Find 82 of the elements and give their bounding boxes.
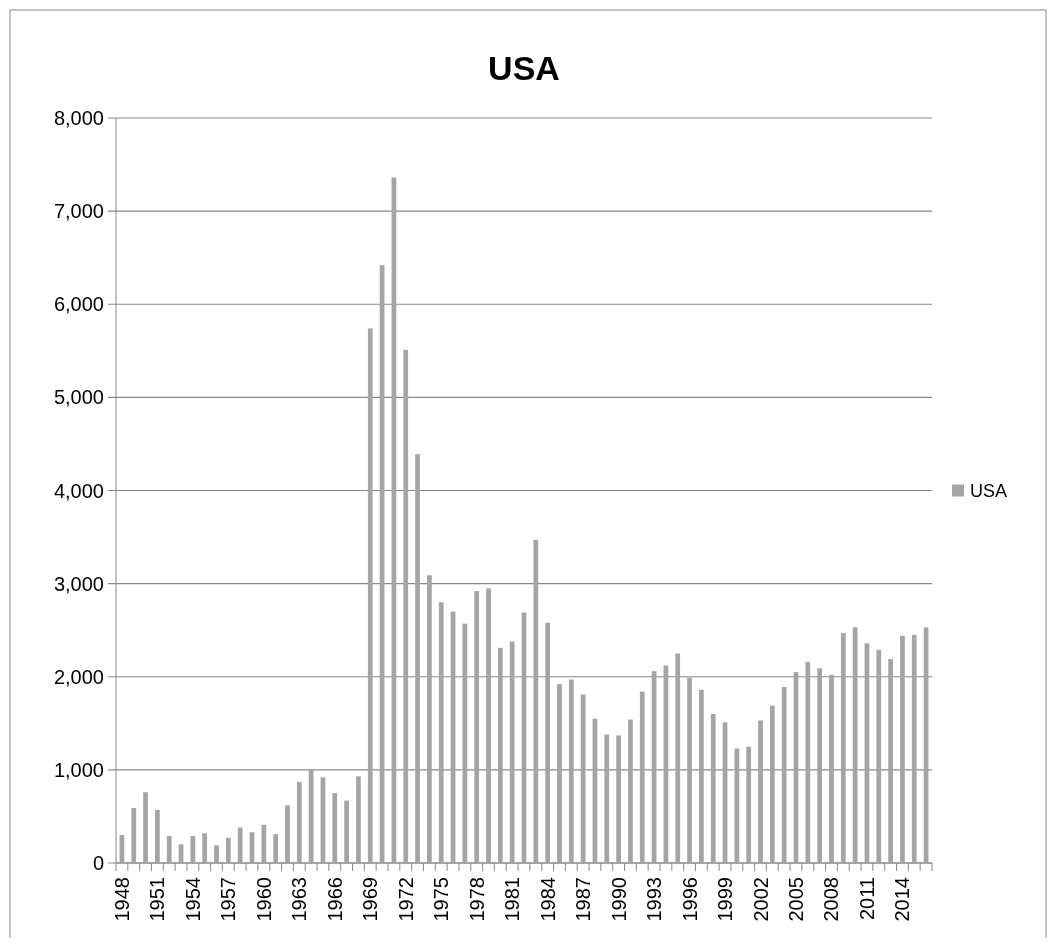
x-tick-label: 1990 — [607, 877, 630, 922]
bar — [746, 746, 752, 863]
bar — [427, 575, 432, 863]
y-tick-label: 2,000 — [53, 665, 104, 688]
bar — [486, 588, 491, 863]
bar — [285, 805, 290, 863]
bar — [675, 653, 681, 863]
bar — [415, 454, 420, 863]
y-tick-label: 1,000 — [53, 758, 104, 781]
bar — [710, 714, 716, 863]
bar — [557, 684, 562, 863]
bar — [155, 809, 160, 863]
bar — [888, 659, 893, 863]
bar — [639, 691, 645, 863]
bar — [769, 705, 775, 863]
x-tick-label: 2002 — [749, 877, 772, 922]
x-tick-label: 1966 — [323, 877, 346, 922]
bar — [367, 328, 373, 863]
bar — [758, 720, 763, 863]
bar — [781, 686, 787, 863]
x-tick-label: 1963 — [288, 877, 311, 922]
bar — [628, 719, 633, 863]
bar — [237, 827, 243, 863]
y-tick-label: 3,000 — [53, 572, 104, 595]
bar — [403, 349, 409, 863]
bar — [568, 679, 574, 863]
x-tick-label: 2014 — [891, 877, 914, 922]
x-tick-label: 2008 — [820, 877, 843, 922]
y-tick-label: 4,000 — [53, 479, 104, 502]
x-tick-label: 1984 — [536, 877, 559, 922]
bar — [296, 781, 302, 863]
y-tick-label: 7,000 — [53, 200, 104, 223]
legend-label: USA — [970, 480, 1008, 501]
bar — [699, 689, 704, 863]
bar — [202, 833, 208, 863]
bar — [805, 661, 811, 863]
bar — [474, 591, 480, 863]
x-tick-label: 1954 — [181, 877, 204, 922]
bar — [143, 792, 148, 863]
bar — [166, 835, 172, 863]
bar — [438, 602, 444, 863]
y-tick-label: 8,000 — [53, 107, 104, 129]
x-tick-label: 1978 — [465, 877, 488, 922]
bar — [911, 634, 917, 863]
bar — [497, 647, 503, 863]
bar — [545, 622, 551, 863]
bar — [356, 776, 361, 863]
chart-title: USA — [488, 49, 560, 87]
x-tick-label: 2011 — [855, 877, 878, 921]
x-tick-label: 1957 — [217, 877, 240, 922]
bar — [332, 793, 338, 863]
x-tick-label: 1987 — [572, 877, 595, 922]
x-tick-label: 1981 — [501, 877, 524, 922]
y-tick-label: 5,000 — [53, 386, 104, 409]
x-tick-label: 1996 — [678, 877, 701, 922]
bar — [344, 800, 349, 863]
x-tick-label: 1999 — [714, 877, 737, 922]
bar — [214, 845, 219, 863]
x-tick-label: 1960 — [252, 877, 275, 922]
bar — [261, 824, 267, 863]
x-tick-label: 1969 — [359, 877, 382, 922]
y-tick-label: 6,000 — [53, 293, 104, 316]
bar — [604, 734, 610, 863]
bar — [533, 539, 539, 863]
x-tick-label: 2005 — [785, 877, 807, 922]
bar — [225, 837, 231, 863]
bar — [273, 834, 279, 863]
bar — [131, 808, 137, 863]
bar — [687, 677, 692, 863]
y-tick-label: 0 — [92, 852, 104, 874]
bar — [840, 632, 846, 863]
bar — [829, 674, 834, 863]
x-tick-label: 1972 — [394, 877, 417, 922]
bar — [876, 649, 882, 863]
x-tick-label: 1975 — [430, 877, 453, 922]
bar — [509, 641, 515, 863]
bar — [616, 735, 621, 863]
x-tick-label: 1951 — [146, 877, 169, 922]
bar — [817, 668, 823, 863]
x-tick-label: 1993 — [643, 877, 666, 922]
bar — [900, 635, 905, 863]
x-tick-label: 1948 — [110, 877, 133, 922]
